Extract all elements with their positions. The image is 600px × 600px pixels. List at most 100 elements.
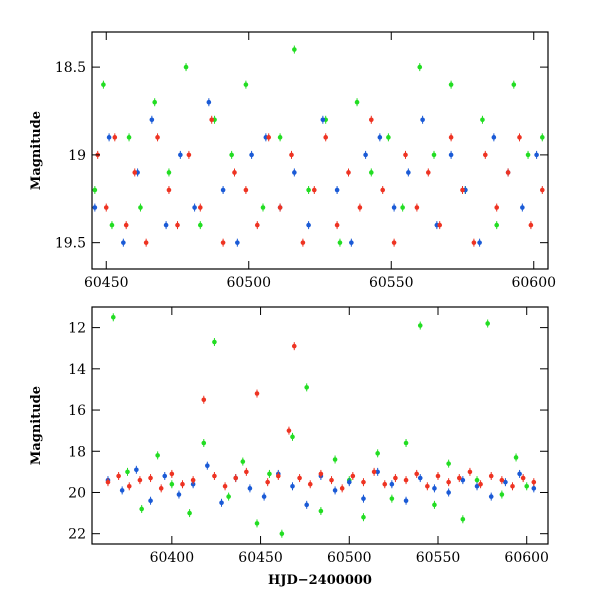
data-point (540, 187, 545, 193)
data-point (318, 471, 324, 477)
data-point (206, 99, 212, 105)
data-point (229, 152, 234, 158)
data-point (266, 135, 272, 140)
data-point (233, 475, 239, 481)
data-point (417, 64, 423, 70)
data-point (369, 170, 374, 175)
data-point (448, 152, 454, 158)
data-point (425, 483, 430, 489)
data-point (187, 510, 192, 516)
data-point (138, 205, 143, 210)
data-point (417, 323, 423, 328)
data-point (222, 483, 228, 489)
data-point (190, 481, 196, 487)
x-tick-label: 60500 (226, 275, 271, 291)
data-point (126, 483, 132, 489)
data-point (276, 473, 281, 479)
data-point (517, 471, 522, 477)
data-point (403, 440, 409, 446)
data-point (513, 455, 519, 460)
data-point (92, 187, 98, 193)
data-point (400, 205, 405, 210)
data-point (289, 152, 294, 158)
data-point (334, 222, 340, 228)
data-point (511, 82, 517, 87)
data-point (169, 471, 175, 477)
x-tick-label: 60600 (511, 275, 556, 291)
x-tick-label: 60550 (416, 550, 461, 566)
data-point (494, 205, 500, 210)
data-point (277, 135, 283, 140)
data-point (176, 492, 182, 497)
data-point (205, 463, 210, 468)
data-point (155, 135, 160, 140)
plot-frame (91, 31, 549, 270)
data-point (432, 486, 437, 491)
data-point (334, 187, 340, 193)
data-point (540, 135, 545, 140)
data-point (220, 240, 226, 245)
data-point (292, 47, 297, 52)
data-point (232, 170, 237, 175)
data-point (431, 152, 437, 158)
data-point (126, 135, 132, 140)
data-point (304, 502, 309, 508)
data-point (391, 240, 397, 245)
data-point (371, 469, 377, 475)
data-point (112, 135, 118, 140)
data-point (132, 170, 138, 175)
data-point (386, 135, 391, 140)
data-point (247, 486, 253, 491)
x-tick-label: 60450 (238, 550, 283, 566)
data-point (435, 473, 441, 479)
data-point (249, 152, 254, 158)
data-point (332, 457, 338, 462)
data-point (460, 477, 466, 483)
data-point (286, 428, 292, 433)
data-point (183, 64, 189, 70)
x-tick-label: 60400 (150, 550, 195, 566)
data-point (369, 117, 374, 123)
data-point (243, 187, 249, 193)
top-panel: 60450 60500 60550 60600 18.5 19 19.5 Magnitude (29, 31, 556, 291)
data-point (198, 222, 203, 228)
data-point (243, 82, 249, 87)
data-point (163, 222, 169, 228)
data-point (467, 469, 473, 475)
data-point (166, 170, 172, 175)
data-point (116, 473, 121, 479)
y-tick-label: 16 (68, 403, 86, 419)
data-point (363, 152, 368, 158)
data-point (209, 117, 214, 123)
data-point (505, 170, 511, 175)
data-point (414, 471, 420, 477)
data-point (109, 222, 115, 228)
y-tick-label: 19.5 (55, 236, 86, 252)
data-point (426, 170, 431, 175)
data-point (300, 240, 306, 245)
x-tick-label: 60550 (369, 275, 414, 291)
data-point (220, 187, 226, 193)
data-point (520, 205, 525, 210)
data-point (110, 315, 116, 320)
data-point (261, 494, 267, 499)
data-point (354, 99, 360, 105)
data-point (254, 222, 260, 228)
data-point (148, 475, 153, 481)
x-axis-title: HJD−2400000 (268, 573, 372, 588)
data-point (420, 117, 425, 123)
data-point (244, 469, 249, 475)
data-point (306, 222, 311, 228)
data-point (106, 135, 112, 140)
data-point (349, 240, 354, 245)
data-point (166, 187, 172, 193)
data-point (448, 82, 454, 87)
data-point (391, 205, 397, 210)
data-point (389, 496, 395, 501)
data-point (437, 222, 443, 228)
data-point (323, 135, 329, 140)
data-point (175, 222, 180, 228)
data-point (478, 481, 483, 487)
data-point (534, 152, 539, 158)
data-point (460, 187, 465, 193)
